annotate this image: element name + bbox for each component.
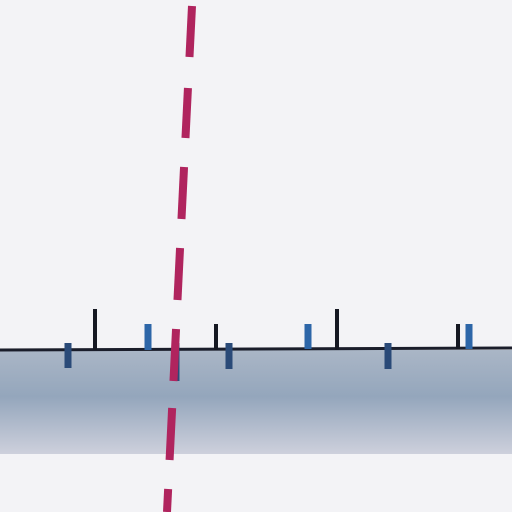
- dash-segment: [173, 247, 185, 301]
- tick-mark-below: [64, 343, 72, 368]
- tick-mark-above: [456, 324, 460, 349]
- dash-segment: [185, 5, 196, 58]
- dash-segment: [165, 407, 177, 461]
- dashed-vertical-line: [163, 5, 196, 512]
- dash-segment: [177, 166, 189, 220]
- tick-mark-above: [144, 324, 152, 350]
- dash-segment: [169, 328, 181, 382]
- tick-mark-above: [304, 324, 312, 349]
- dash-segment: [163, 488, 173, 512]
- tick-mark-above: [335, 309, 339, 350]
- tick-mark-above: [214, 324, 218, 350]
- tick-mark-above: [465, 324, 473, 349]
- tick-mark-below: [225, 343, 233, 369]
- floor-band: [0, 350, 512, 454]
- axis-line: [0, 346, 512, 352]
- dash-segment: [181, 87, 192, 139]
- tick-mark-below: [384, 343, 392, 369]
- tick-mark-above: [93, 309, 97, 350]
